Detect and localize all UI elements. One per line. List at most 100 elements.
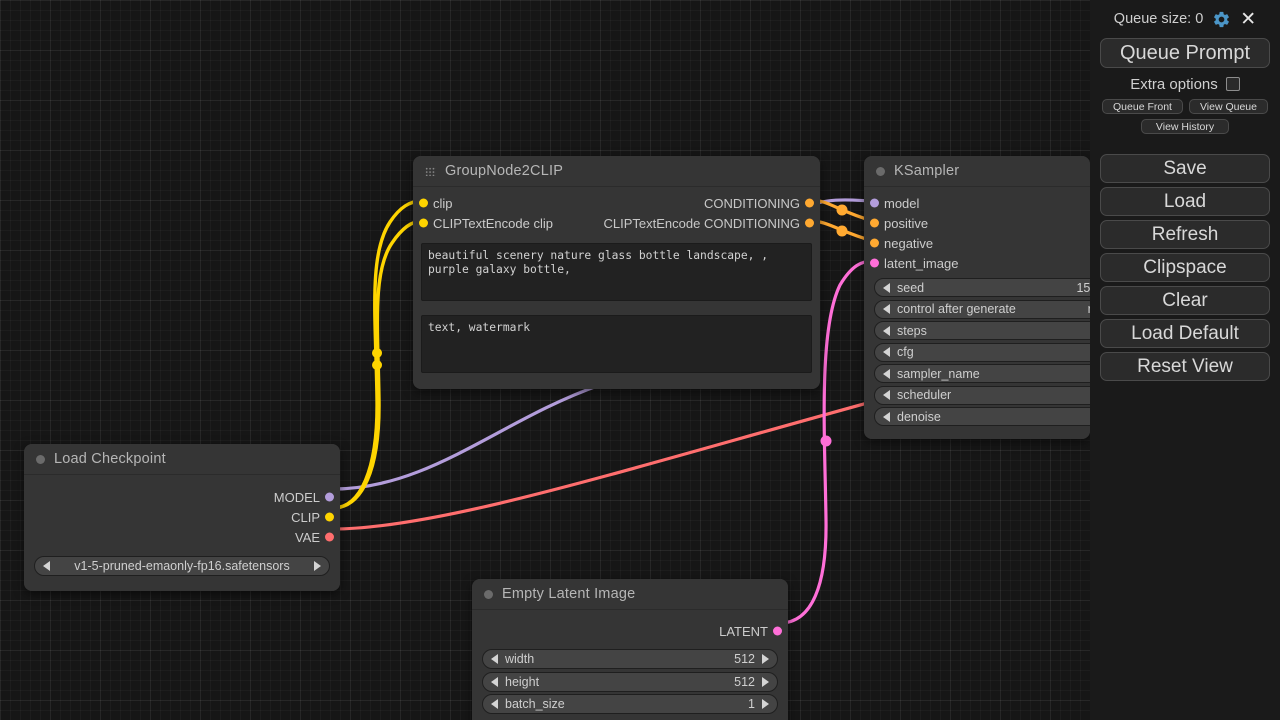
close-icon[interactable]: ✕ <box>1240 8 1257 30</box>
clear-button[interactable]: Clear <box>1100 286 1270 315</box>
slot-label-latent-out: LATENT <box>719 623 768 639</box>
port-in-clip[interactable] <box>419 198 428 208</box>
widget-seed[interactable]: seed 1566802087 <box>874 278 1090 297</box>
node-title-ksampler: KSampler <box>894 163 960 179</box>
widget-label-control-after-generate: control after generate <box>897 302 1016 316</box>
port-out-cliptextencode-conditioning[interactable] <box>805 218 814 228</box>
widget-batch-size[interactable]: batch_size 1 <box>482 694 778 714</box>
queue-prompt-button[interactable]: Queue Prompt <box>1100 38 1270 68</box>
node-body-empty-latent-image: LATENT width 512 height 512 batch_size 1 <box>472 610 788 720</box>
load-button[interactable]: Load <box>1100 187 1270 216</box>
widget-denoise[interactable]: denoise <box>874 407 1090 426</box>
view-history-button[interactable]: View History <box>1140 119 1230 134</box>
node-title-load-checkpoint: Load Checkpoint <box>54 451 166 467</box>
collapse-dot-icon[interactable] <box>876 166 885 176</box>
widget-height[interactable]: height 512 <box>482 671 778 692</box>
widget-scheduler[interactable]: scheduler n <box>874 385 1090 405</box>
widget-value-width: 512 <box>734 652 755 666</box>
node-ksampler[interactable]: KSampler model positive negative latent_… <box>864 156 1090 439</box>
node-body-load-checkpoint: MODEL CLIP VAE v1-5-pruned-emaonly-fp16.… <box>24 475 340 591</box>
widget-label-width: width <box>505 652 535 666</box>
group-node-icon <box>425 166 436 176</box>
slot-label-negative: negative <box>884 235 934 251</box>
slot-label-clip: clip <box>433 195 453 211</box>
widget-label-steps: steps <box>897 323 927 338</box>
widget-value-batch-size: 1 <box>748 697 755 711</box>
arrow-right-icon[interactable] <box>762 699 769 709</box>
clipspace-button[interactable]: Clipspace <box>1100 253 1270 282</box>
widget-value-ckpt-name: v1-5-pruned-emaonly-fp16.safetensors <box>74 559 290 573</box>
slot-label-cliptextencode-clip: CLIPTextEncode clip <box>433 215 553 231</box>
node-header-load-checkpoint[interactable]: Load Checkpoint <box>24 444 340 475</box>
view-queue-button[interactable]: View Queue <box>1188 99 1268 114</box>
slot-label-vae-out: VAE <box>294 529 320 545</box>
textarea-negative-prompt[interactable]: text, watermark <box>421 315 812 373</box>
node-header-groupnode2clip[interactable]: GroupNode2CLIP <box>413 156 820 187</box>
widget-label-batch-size: batch_size <box>505 697 565 711</box>
widget-value-seed: 1566802087 <box>1076 280 1090 295</box>
arrow-left-icon[interactable] <box>491 699 498 709</box>
slot-label-latent-image: latent_image <box>884 255 959 271</box>
node-header-empty-latent-image[interactable]: Empty Latent Image <box>472 579 788 610</box>
node-groupnode2clip[interactable]: GroupNode2CLIP clip CONDITIONING CLIPTex… <box>413 156 820 389</box>
port-in-negative[interactable] <box>870 238 879 248</box>
arrow-left-icon[interactable] <box>491 676 498 687</box>
save-button[interactable]: Save <box>1100 154 1270 183</box>
node-title-empty-latent-image: Empty Latent Image <box>502 586 636 602</box>
refresh-button[interactable]: Refresh <box>1100 220 1270 249</box>
port-in-cliptextencode-clip[interactable] <box>419 218 428 228</box>
arrow-left-icon[interactable] <box>883 411 890 422</box>
arrow-left-icon[interactable] <box>883 390 890 400</box>
arrow-left-icon[interactable] <box>883 325 890 336</box>
port-in-latent-image[interactable] <box>870 258 879 268</box>
arrow-left-icon[interactable] <box>883 282 890 293</box>
slot-row-vae-out: VAE <box>24 527 340 547</box>
port-out-conditioning[interactable] <box>805 198 814 208</box>
node-body-ksampler: model positive negative latent_image see… <box>864 187 1090 439</box>
widget-cfg[interactable]: cfg <box>874 342 1090 362</box>
slot-row-latent-image: latent_image <box>864 253 1090 273</box>
arrow-left-icon[interactable] <box>883 368 890 379</box>
extra-options-checkbox[interactable] <box>1225 77 1240 91</box>
arrow-left-icon[interactable] <box>43 561 50 571</box>
reset-view-button[interactable]: Reset View <box>1100 352 1270 381</box>
textarea-positive-prompt[interactable]: beautiful scenery nature glass bottle la… <box>421 243 812 301</box>
collapse-dot-icon[interactable] <box>484 589 493 599</box>
slot-label-cliptextencode-conditioning: CLIPTextEncode CONDITIONING <box>603 215 801 231</box>
arrow-right-icon[interactable] <box>762 676 769 687</box>
widget-steps[interactable]: steps <box>874 321 1090 340</box>
collapse-dot-icon[interactable] <box>36 454 45 464</box>
port-out-clip[interactable] <box>325 512 334 522</box>
port-in-positive[interactable] <box>870 218 879 228</box>
arrow-left-icon[interactable] <box>883 304 890 314</box>
slot-row-negative: negative <box>864 233 1090 253</box>
port-out-model[interactable] <box>325 492 334 502</box>
arrow-left-icon[interactable] <box>883 347 890 357</box>
slot-row-positive: positive <box>864 213 1090 233</box>
port-out-vae[interactable] <box>325 532 334 542</box>
widget-value-control-after-generate: randomize <box>1087 302 1090 316</box>
gear-icon[interactable] <box>1212 10 1231 29</box>
node-body-groupnode2clip: clip CONDITIONING CLIPTextEncode clip CL… <box>413 187 820 389</box>
slot-row-clip-out: CLIP <box>24 507 340 527</box>
arrow-right-icon[interactable] <box>762 654 769 664</box>
slot-label-positive: positive <box>884 215 929 231</box>
widget-control-after-generate[interactable]: control after generate randomize <box>874 299 1090 319</box>
slot-label-conditioning: CONDITIONING <box>703 195 800 211</box>
node-empty-latent-image[interactable]: Empty Latent Image LATENT width 512 heig… <box>472 579 788 720</box>
widget-label-seed: seed <box>897 280 925 295</box>
queue-front-button[interactable]: Queue Front <box>1102 99 1183 114</box>
port-out-latent[interactable] <box>773 626 782 636</box>
slot-row-latent-out: LATENT <box>472 621 788 641</box>
node-load-checkpoint[interactable]: Load Checkpoint MODEL CLIP VAE v1-5-prun… <box>24 444 340 591</box>
widget-ckpt-name[interactable]: v1-5-pruned-emaonly-fp16.safetensors <box>34 556 330 576</box>
arrow-left-icon[interactable] <box>491 654 498 664</box>
slot-row-model: model <box>864 193 1090 213</box>
arrow-right-icon[interactable] <box>314 561 321 571</box>
queue-size-label: Queue size: 0 <box>1113 11 1204 27</box>
widget-width[interactable]: width 512 <box>482 649 778 669</box>
port-in-model[interactable] <box>870 198 879 208</box>
widget-sampler-name[interactable]: sampler_name <box>874 364 1090 383</box>
node-header-ksampler[interactable]: KSampler <box>864 156 1090 187</box>
load-default-button[interactable]: Load Default <box>1100 319 1270 348</box>
